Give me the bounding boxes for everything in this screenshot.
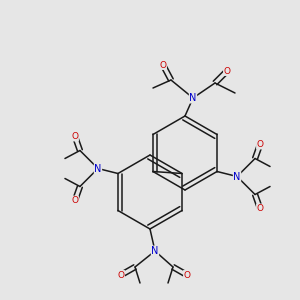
Text: N: N [151,246,159,256]
Text: O: O [71,132,79,141]
Text: O: O [71,196,79,205]
Text: N: N [94,164,102,173]
Text: O: O [256,204,263,213]
Text: O: O [256,140,263,149]
Text: O: O [118,271,124,280]
Text: N: N [233,172,241,182]
Text: N: N [189,93,197,103]
Text: O: O [184,271,190,280]
Text: O: O [224,67,230,76]
Text: O: O [160,61,167,70]
